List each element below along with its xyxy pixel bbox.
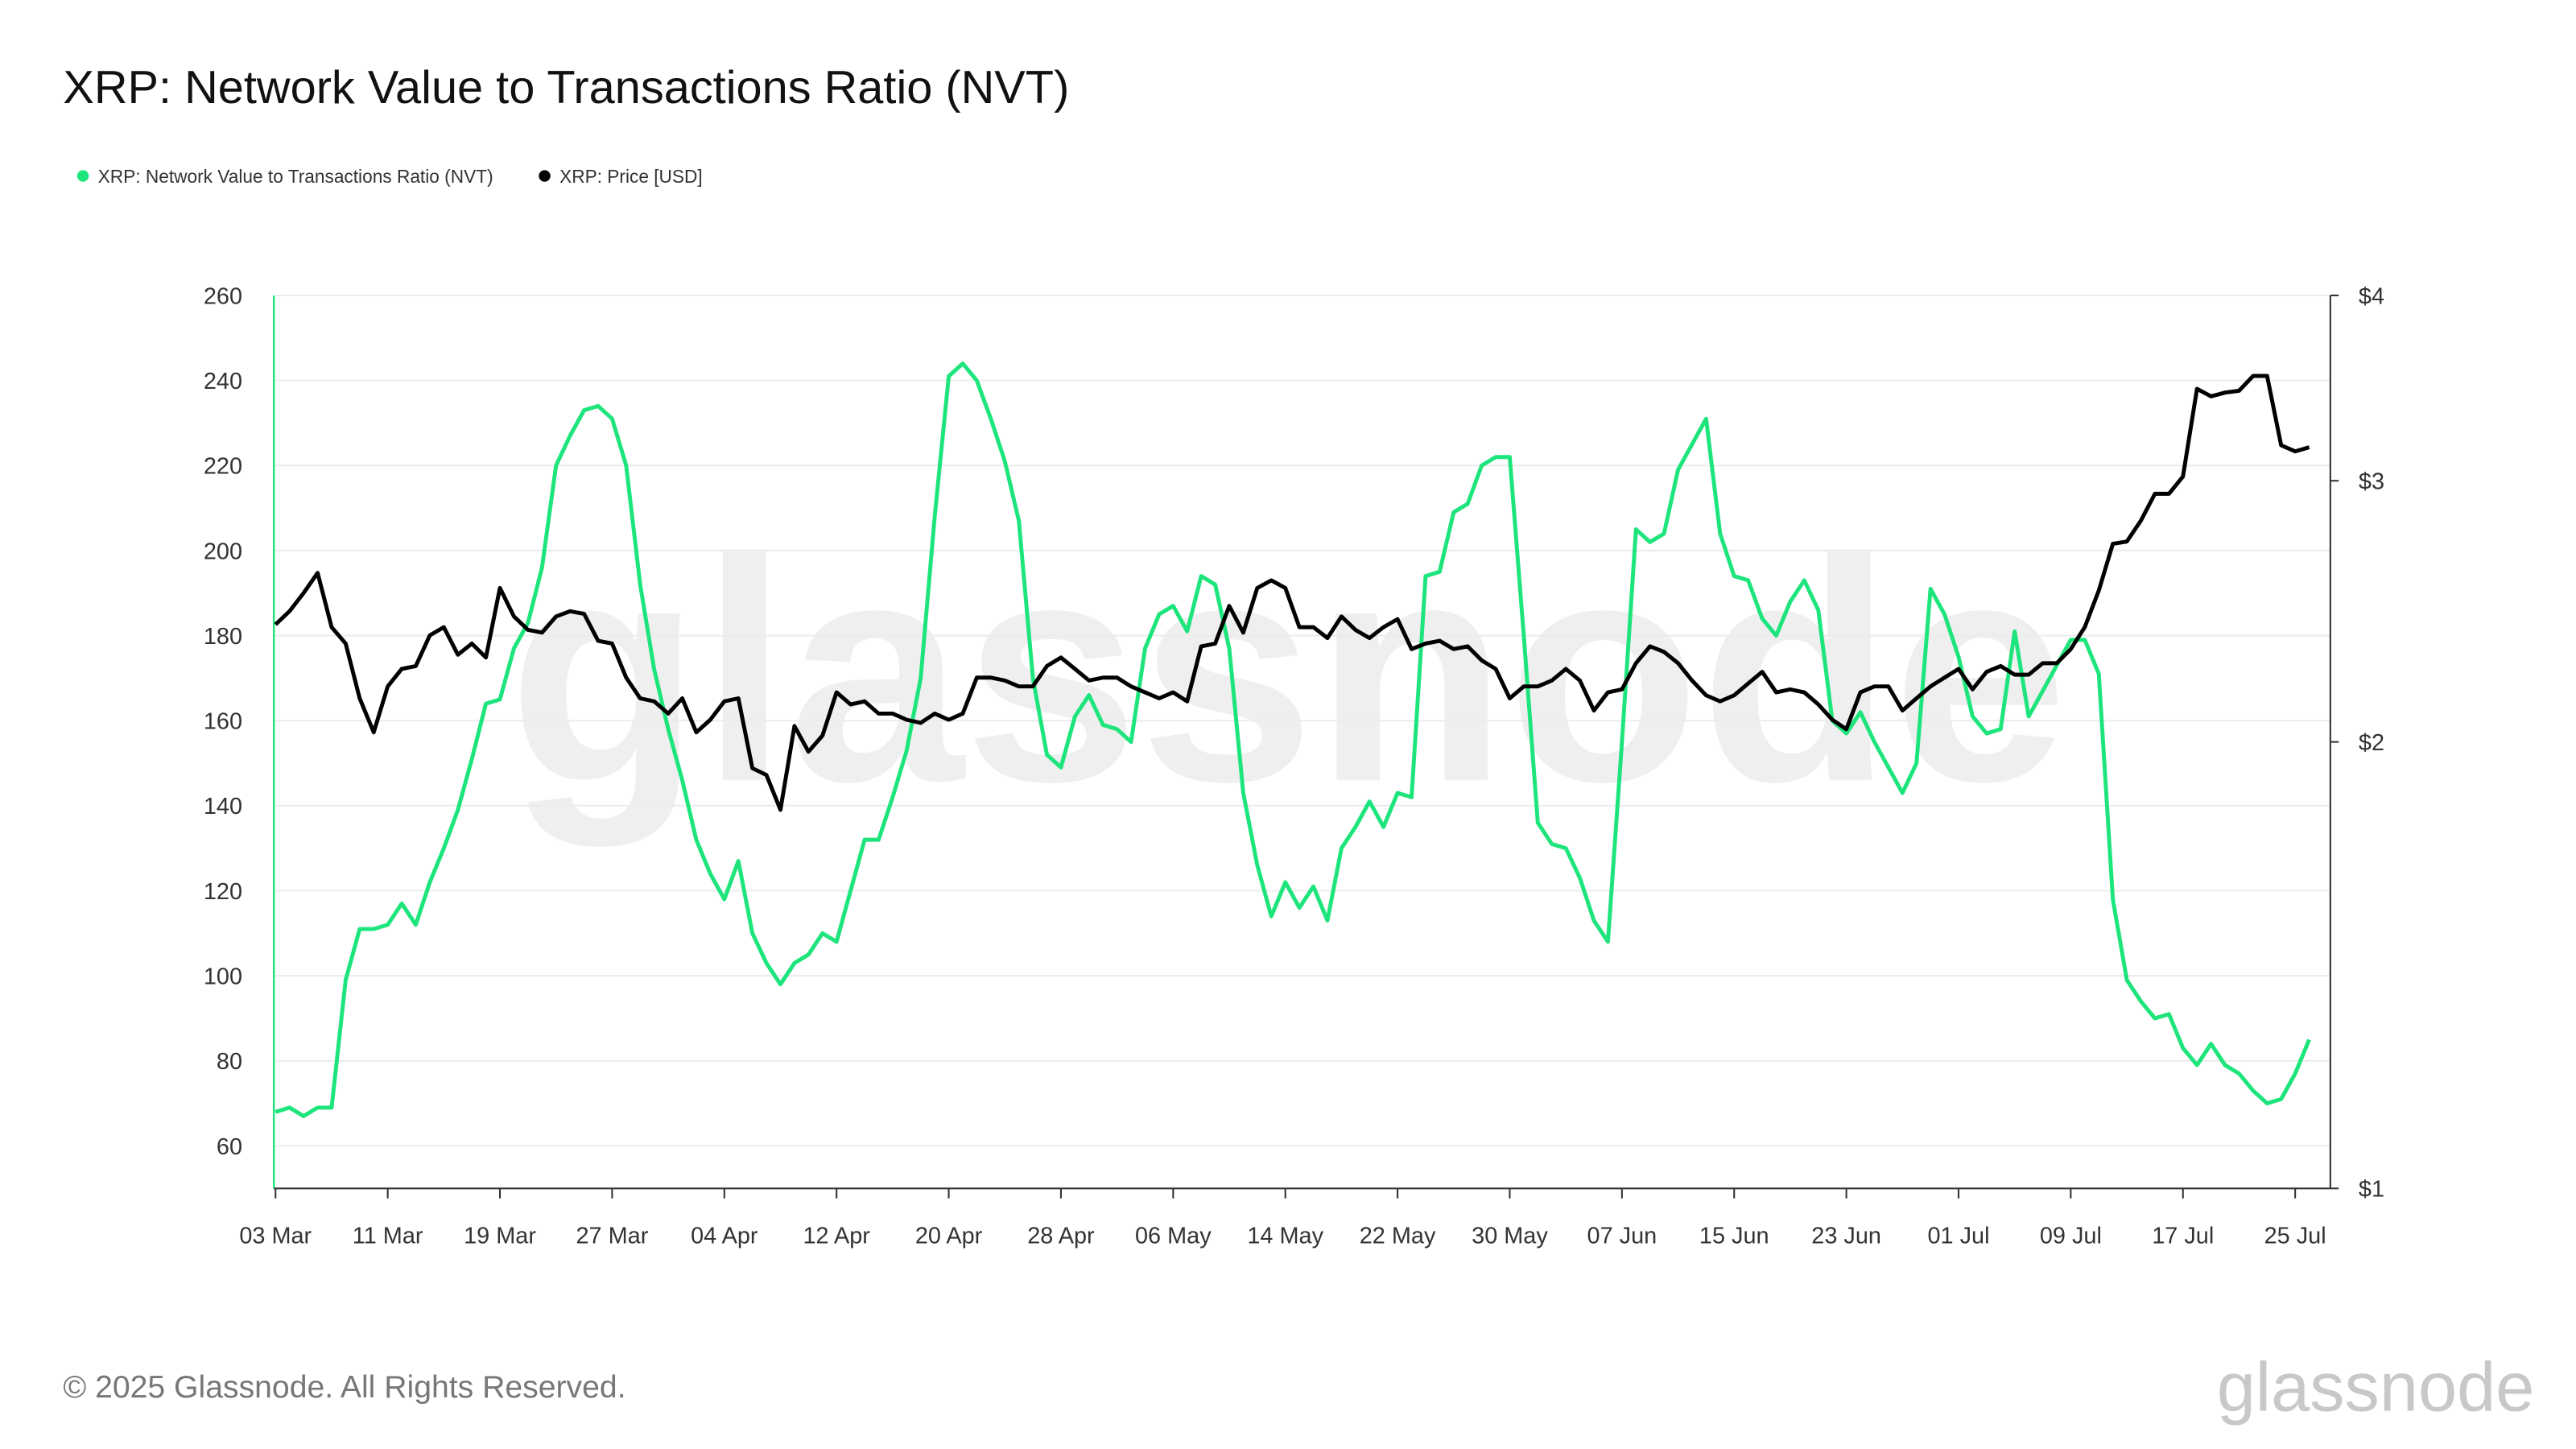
x-tick-label: 04 Apr	[691, 1223, 758, 1249]
y2-tick-label: $3	[2359, 469, 2384, 495]
y-tick-label: 120	[204, 879, 242, 905]
x-tick-label: 19 Mar	[464, 1223, 536, 1249]
y-tick-label: 160	[204, 709, 242, 735]
y-tick-label: 240	[204, 369, 242, 394]
x-tick-label: 27 Mar	[576, 1223, 648, 1249]
watermark: glassnode	[508, 495, 2068, 849]
y-tick-label: 220	[204, 454, 242, 480]
x-tick-label: 11 Mar	[353, 1223, 423, 1249]
x-tick-label: 17 Jul	[2152, 1223, 2214, 1249]
x-tick-label: 03 Mar	[239, 1223, 312, 1249]
x-tick-label: 20 Apr	[915, 1223, 983, 1249]
y-tick-label: 100	[204, 964, 242, 989]
x-tick-label: 12 Apr	[803, 1223, 870, 1249]
series-line	[275, 361, 2311, 1118]
legend-marker	[539, 170, 551, 182]
x-tick-label: 01 Jul	[1927, 1223, 1989, 1249]
legend-label: XRP: Network Value to Transactions Ratio…	[98, 166, 493, 187]
x-tick-label: 23 Jun	[1811, 1223, 1881, 1249]
x-tick-label: 28 Apr	[1027, 1223, 1095, 1249]
y2-tick-label: $1	[2359, 1177, 2384, 1203]
y-tick-label: 60	[217, 1134, 242, 1160]
legend-label: XRP: Price [USD]	[559, 166, 703, 187]
y-tick-label: 180	[204, 624, 242, 650]
legend-marker	[76, 170, 89, 182]
x-tick-label: 09 Jul	[2040, 1223, 2102, 1249]
y-tick-label: 200	[204, 539, 242, 564]
y-tick-label: 140	[204, 794, 242, 819]
x-tick-label: 25 Jul	[2264, 1223, 2326, 1249]
logo: glassnode	[2217, 1349, 2535, 1426]
y2-tick-label: $2	[2359, 730, 2384, 756]
footer: © 2025 Glassnode. All Rights Reserved.	[63, 1370, 625, 1405]
x-tick-label: 14 May	[1247, 1223, 1323, 1249]
y2-tick-label: $4	[2359, 283, 2384, 309]
series-line	[274, 374, 2310, 812]
x-tick-label: 22 May	[1360, 1223, 1436, 1249]
y-tick-label: 260	[204, 283, 242, 309]
y-tick-label: 80	[217, 1049, 242, 1075]
x-tick-label: 30 May	[1472, 1223, 1548, 1249]
x-tick-label: 07 Jun	[1587, 1223, 1657, 1249]
x-tick-label: 15 Jun	[1699, 1223, 1769, 1249]
chart-title: XRP: Network Value to Transactions Ratio…	[63, 62, 1069, 114]
x-tick-label: 06 May	[1135, 1223, 1212, 1249]
